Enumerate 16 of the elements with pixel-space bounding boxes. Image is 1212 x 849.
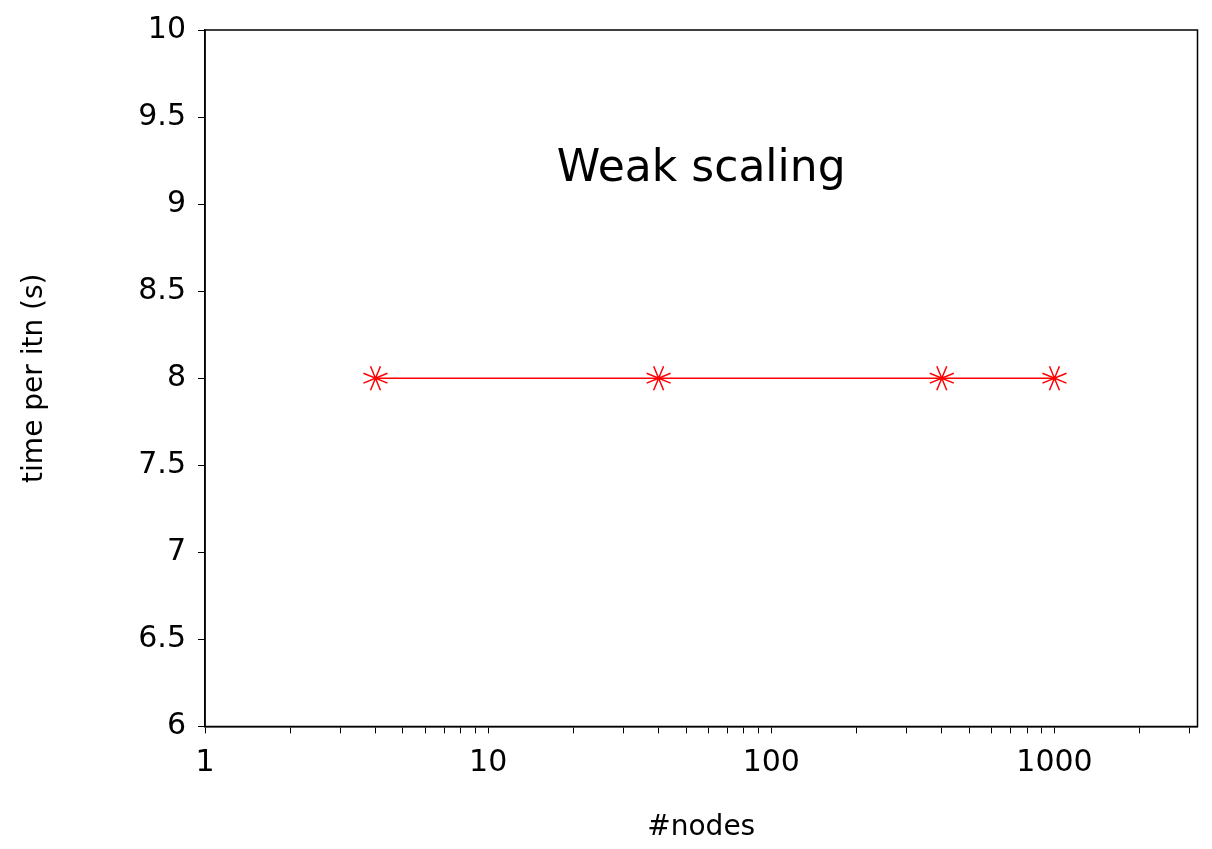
y-tick-label: 8.5 (138, 270, 186, 306)
x-tick-label: 1 (195, 743, 215, 779)
y-tick-label: 9 (166, 183, 186, 219)
y-tick-label: 6 (166, 706, 186, 742)
y-tick-label: 7.5 (138, 445, 186, 481)
y-tick-label: 7 (166, 532, 186, 568)
x-axis-title: #nodes (647, 809, 756, 843)
y-tick-label: 10 (147, 9, 186, 45)
text: Weak scaling (556, 139, 846, 191)
y-axis-title: time per itn (s) (16, 273, 50, 483)
y-tick-label: 9.5 (138, 96, 186, 132)
x-tick-label: 1000 (1016, 743, 1093, 779)
x-tick-label: 100 (742, 743, 800, 779)
y-tick-label: 8 (166, 358, 186, 393)
x-tick-label: 10 (469, 743, 508, 779)
y-tick-label: 6.5 (138, 619, 186, 655)
